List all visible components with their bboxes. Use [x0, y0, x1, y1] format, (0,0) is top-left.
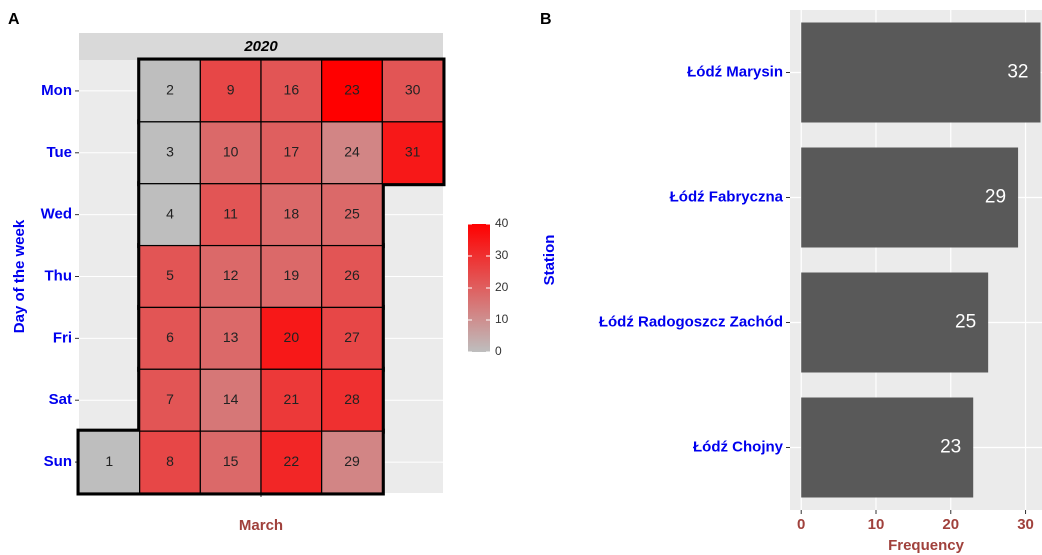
- cell-label: 28: [344, 391, 360, 407]
- cell: [139, 244, 201, 309]
- cell: [381, 121, 444, 185]
- cell-label: 15: [223, 453, 239, 469]
- cell-label: 27: [344, 329, 360, 345]
- bar: [801, 272, 989, 373]
- cell: [78, 430, 141, 494]
- cell-label: 14: [223, 391, 239, 407]
- cell-label: 7: [166, 391, 174, 407]
- x-tick-label: 20: [942, 516, 959, 533]
- cell-label: 21: [284, 391, 300, 407]
- cell-label: 22: [284, 453, 300, 469]
- x-tick-label: 30: [1017, 516, 1034, 533]
- cell-label: 5: [166, 267, 174, 283]
- cell: [260, 430, 323, 494]
- cell: [321, 121, 383, 185]
- strip: [79, 33, 443, 60]
- y-axis-title: Station: [541, 235, 558, 286]
- x-tick-label: 0: [797, 516, 805, 533]
- x-tick-label: 10: [868, 516, 885, 533]
- cell-label: 13: [223, 329, 239, 345]
- cell: [139, 306, 201, 370]
- cell: [260, 368, 323, 432]
- data-label: 29: [985, 187, 1006, 208]
- cell: [260, 121, 323, 185]
- cell-label: 31: [405, 143, 421, 159]
- x-axis-title: March: [239, 517, 283, 534]
- colorbar: [468, 224, 490, 352]
- cell: [260, 183, 323, 247]
- cell-label: 17: [284, 143, 300, 159]
- y-tick-label: Łódź Fabryczna: [670, 188, 784, 205]
- colorbar-label: 10: [495, 312, 509, 326]
- cell: [321, 306, 383, 370]
- cell-label: 1: [105, 453, 113, 469]
- cell: [321, 183, 383, 247]
- cell: [260, 244, 323, 309]
- cell: [199, 306, 262, 370]
- cell-label: 12: [223, 267, 239, 283]
- cell: [260, 59, 323, 123]
- cell-label: 25: [344, 205, 360, 221]
- y-tick-label: Mon: [41, 82, 72, 99]
- cell: [139, 59, 201, 123]
- bar: [801, 147, 1019, 248]
- data-label: 32: [1007, 62, 1028, 83]
- cell: [139, 430, 201, 494]
- cell: [199, 244, 262, 309]
- panel-tag: B: [540, 11, 552, 28]
- cell: [199, 183, 262, 247]
- x-axis-title: Frequency: [888, 537, 965, 554]
- cell: [139, 368, 201, 432]
- cell-label: 30: [405, 82, 421, 98]
- bar: [801, 22, 1041, 123]
- cells: 1234567891011121314151617181920212223242…: [78, 59, 444, 494]
- cell: [139, 121, 201, 185]
- y-axis-title: Day of the week: [11, 219, 28, 333]
- strip-label: 2020: [243, 38, 278, 55]
- cell: [321, 430, 383, 494]
- cell-label: 3: [166, 143, 174, 159]
- cell-label: 19: [284, 267, 300, 283]
- cell-label: 24: [344, 143, 360, 159]
- y-tick-label: Fri: [53, 329, 72, 346]
- cell: [321, 368, 383, 432]
- cell-label: 23: [344, 82, 360, 98]
- y-tick-label: Łódź Marysin: [687, 63, 783, 80]
- colorbar-label: 20: [495, 280, 509, 294]
- cell-label: 2: [166, 82, 174, 98]
- panel-tag: A: [8, 11, 20, 28]
- y-tick-label: Sat: [49, 391, 72, 408]
- data-label: 25: [955, 312, 976, 333]
- cell-label: 8: [166, 453, 174, 469]
- cell-label: 26: [344, 267, 360, 283]
- bar: [801, 397, 974, 498]
- cell-label: 29: [344, 453, 360, 469]
- cell: [139, 183, 201, 247]
- data-label: 23: [940, 437, 961, 458]
- cell-label: 9: [227, 82, 235, 98]
- cell-label: 18: [284, 205, 300, 221]
- y-tick-label: Sun: [44, 453, 72, 470]
- cell-label: 11: [223, 205, 238, 221]
- colorbar-label: 0: [495, 344, 502, 358]
- cell-label: 4: [166, 205, 174, 221]
- y-tick-label: Łódź Radogoszcz Zachód: [599, 313, 783, 330]
- cell-label: 6: [166, 329, 174, 345]
- cell-label: 10: [223, 143, 239, 159]
- cell-label: 16: [284, 82, 300, 98]
- colorbar-label: 30: [495, 248, 509, 262]
- y-tick-label: Tue: [46, 144, 72, 161]
- colorbar-label: 40: [495, 216, 509, 230]
- cell-label: 20: [284, 329, 300, 345]
- y-tick-label: Thu: [45, 267, 73, 284]
- y-tick-label: Wed: [41, 206, 72, 223]
- y-tick-label: Łódź Chojny: [693, 438, 784, 455]
